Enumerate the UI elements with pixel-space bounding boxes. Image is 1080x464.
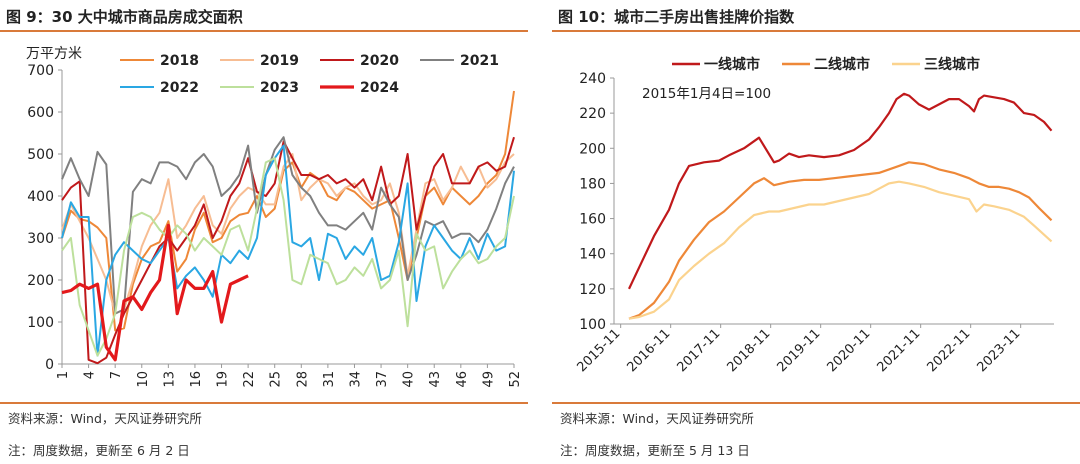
x-tick-label: 46 [455,371,470,388]
legend-label: 2023 [260,80,299,96]
left-figure-panel: 图 9：30 大中城市商品房成交面积 0 100 200 300 400 500 600 70… [0,0,528,464]
y-tick-label: 100 [27,315,54,331]
x-tick-label: 52 [508,371,523,388]
x-tick-label: 40 [402,371,417,388]
y-tick-label: 180 [579,176,606,192]
source-text: 资料来源：Wind，天风证券研究所 [560,411,754,426]
x-tick-label: 2019-11 [774,326,823,375]
y-tick-label: 220 [579,106,606,122]
x-tick-label: 4 [83,371,98,379]
x-tick-label: 22 [242,371,257,388]
x-tick-label: 2021-11 [874,326,923,375]
series-line-2020 [61,136,515,365]
legend-label: 2019 [260,53,299,69]
legend-label: 2018 [160,53,199,69]
note-text: 注：周度数据，更新至 5 月 13 日 [560,443,750,458]
x-tick-label: 2017-11 [674,326,723,375]
x-tick-label: 10 [136,371,151,388]
figure-title: 图 10：城市二手房出售挂牌价指数 [558,8,795,26]
note-text: 注：周度数据，更新至 6 月 2 日 [8,443,190,458]
legend-label: 2024 [360,80,399,96]
x-tick-label: 13 [162,371,177,388]
chart-annotation: 2015年1月4日=100 [642,86,771,102]
x-tick-label: 1 [56,371,71,379]
y-tick-label: 140 [579,247,606,263]
series-line-2022 [61,144,515,357]
legend-label: 三线城市 [924,56,980,73]
x-tick-label: 37 [375,371,390,388]
x-tick-label: 2020-11 [824,326,873,375]
y-tick-label: 120 [579,282,606,298]
y-tick-label: 240 [579,71,606,87]
x-tick-label: 2016-11 [624,326,673,375]
y-tick-label: 700 [27,63,54,79]
x-tick-label: 2018-11 [724,326,773,375]
title-rule [552,30,1080,32]
x-tick-label: 28 [295,371,310,388]
figure-title: 图 9：30 大中城市商品房成交面积 [6,8,243,26]
legend-label: 2021 [460,53,499,69]
source-text: 资料来源：Wind，天风证券研究所 [8,411,202,426]
x-tick-label: 43 [428,371,443,388]
series-line-三线城市 [628,180,1053,320]
legend-label: 2020 [360,53,399,69]
x-tick-label: 16 [189,371,204,388]
x-tick-label: 19 [216,371,231,388]
series-line-一线城市 [628,92,1053,290]
x-tick-label: 2015-11 [574,326,623,375]
title-rule [0,30,528,32]
series-line-2024 [61,223,249,362]
footer-rule [0,402,528,404]
y-tick-label: 300 [27,231,54,247]
right-figure-panel: 图 10：城市二手房出售挂牌价指数 100 120 140 160 180 200 220 2… [552,0,1080,464]
x-tick-label: 31 [322,371,337,388]
y-tick-label: 160 [579,212,606,228]
x-tick-label: 2022-11 [924,326,973,375]
y-tick-label: 600 [27,105,54,121]
series-line-2018 [61,90,515,332]
series-line-2023 [61,157,515,357]
x-tick-label: 34 [348,371,363,388]
y-tick-label: 0 [45,357,54,373]
y-tick-label: 100 [579,317,606,333]
y-tick-label: 200 [27,273,54,289]
legend-label: 2022 [160,80,199,96]
x-tick-label: 7 [109,371,124,379]
legend-label: 一线城市 [704,56,760,73]
y-axis-label: 万平方米 [26,46,82,62]
x-tick-label: 49 [481,371,496,388]
series-line-2021 [61,136,515,315]
y-tick-label: 200 [579,141,606,157]
legend-label: 二线城市 [814,56,870,73]
series-line-二线城市 [628,161,1053,320]
y-tick-label: 400 [27,189,54,205]
x-tick-label: 2023-11 [974,326,1023,375]
x-tick-label: 25 [269,371,284,388]
footer-rule [552,402,1080,404]
y-tick-label: 500 [27,147,54,163]
